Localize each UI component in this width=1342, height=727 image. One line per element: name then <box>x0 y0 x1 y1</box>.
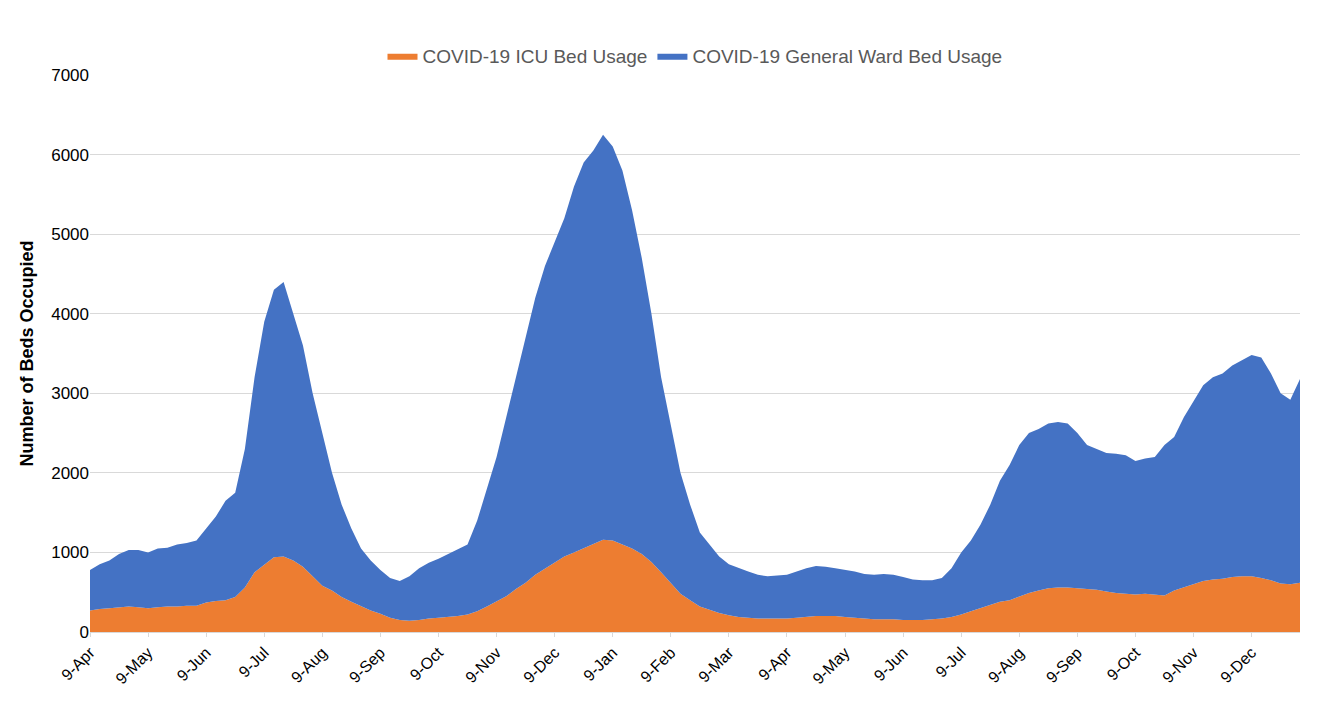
svg-text:1000: 1000 <box>51 543 89 562</box>
svg-text:9-Mar: 9-Mar <box>695 643 737 685</box>
svg-text:6000: 6000 <box>51 146 89 165</box>
svg-text:9-Jan: 9-Jan <box>580 644 620 684</box>
svg-text:9-Apr: 9-Apr <box>755 643 795 683</box>
svg-text:COVID-19 ICU Bed Usage: COVID-19 ICU Bed Usage <box>423 46 648 67</box>
svg-text:9-Oct: 9-Oct <box>1104 644 1144 684</box>
svg-text:9-Nov: 9-Nov <box>462 644 504 686</box>
svg-text:9-May: 9-May <box>112 644 155 687</box>
svg-text:9-May: 9-May <box>809 644 852 687</box>
svg-text:5000: 5000 <box>51 225 89 244</box>
svg-text:Number of Beds Occupied: Number of Beds Occupied <box>17 240 37 466</box>
svg-text:9-Jun: 9-Jun <box>174 644 214 684</box>
svg-text:0: 0 <box>80 623 89 642</box>
svg-text:9-Jul: 9-Jul <box>235 644 272 681</box>
svg-text:4000: 4000 <box>51 305 89 324</box>
svg-text:9-Feb: 9-Feb <box>637 644 679 686</box>
svg-text:9-Dec: 9-Dec <box>1217 644 1259 686</box>
svg-text:9-Jul: 9-Jul <box>932 644 969 681</box>
svg-text:9-Sep: 9-Sep <box>346 644 388 686</box>
svg-text:7000: 7000 <box>51 66 89 85</box>
svg-text:9-Apr: 9-Apr <box>58 643 98 683</box>
svg-text:9-Jun: 9-Jun <box>871 644 911 684</box>
svg-text:9-Aug: 9-Aug <box>985 644 1027 686</box>
svg-text:2000: 2000 <box>51 464 89 483</box>
svg-text:3000: 3000 <box>51 384 89 403</box>
svg-text:9-Oct: 9-Oct <box>407 644 447 684</box>
svg-text:9-Nov: 9-Nov <box>1159 644 1201 686</box>
svg-text:9-Aug: 9-Aug <box>288 644 330 686</box>
svg-text:COVID-19 General Ward Bed Usag: COVID-19 General Ward Bed Usage <box>692 46 1002 67</box>
svg-text:9-Dec: 9-Dec <box>520 644 562 686</box>
svg-text:9-Sep: 9-Sep <box>1043 644 1085 686</box>
